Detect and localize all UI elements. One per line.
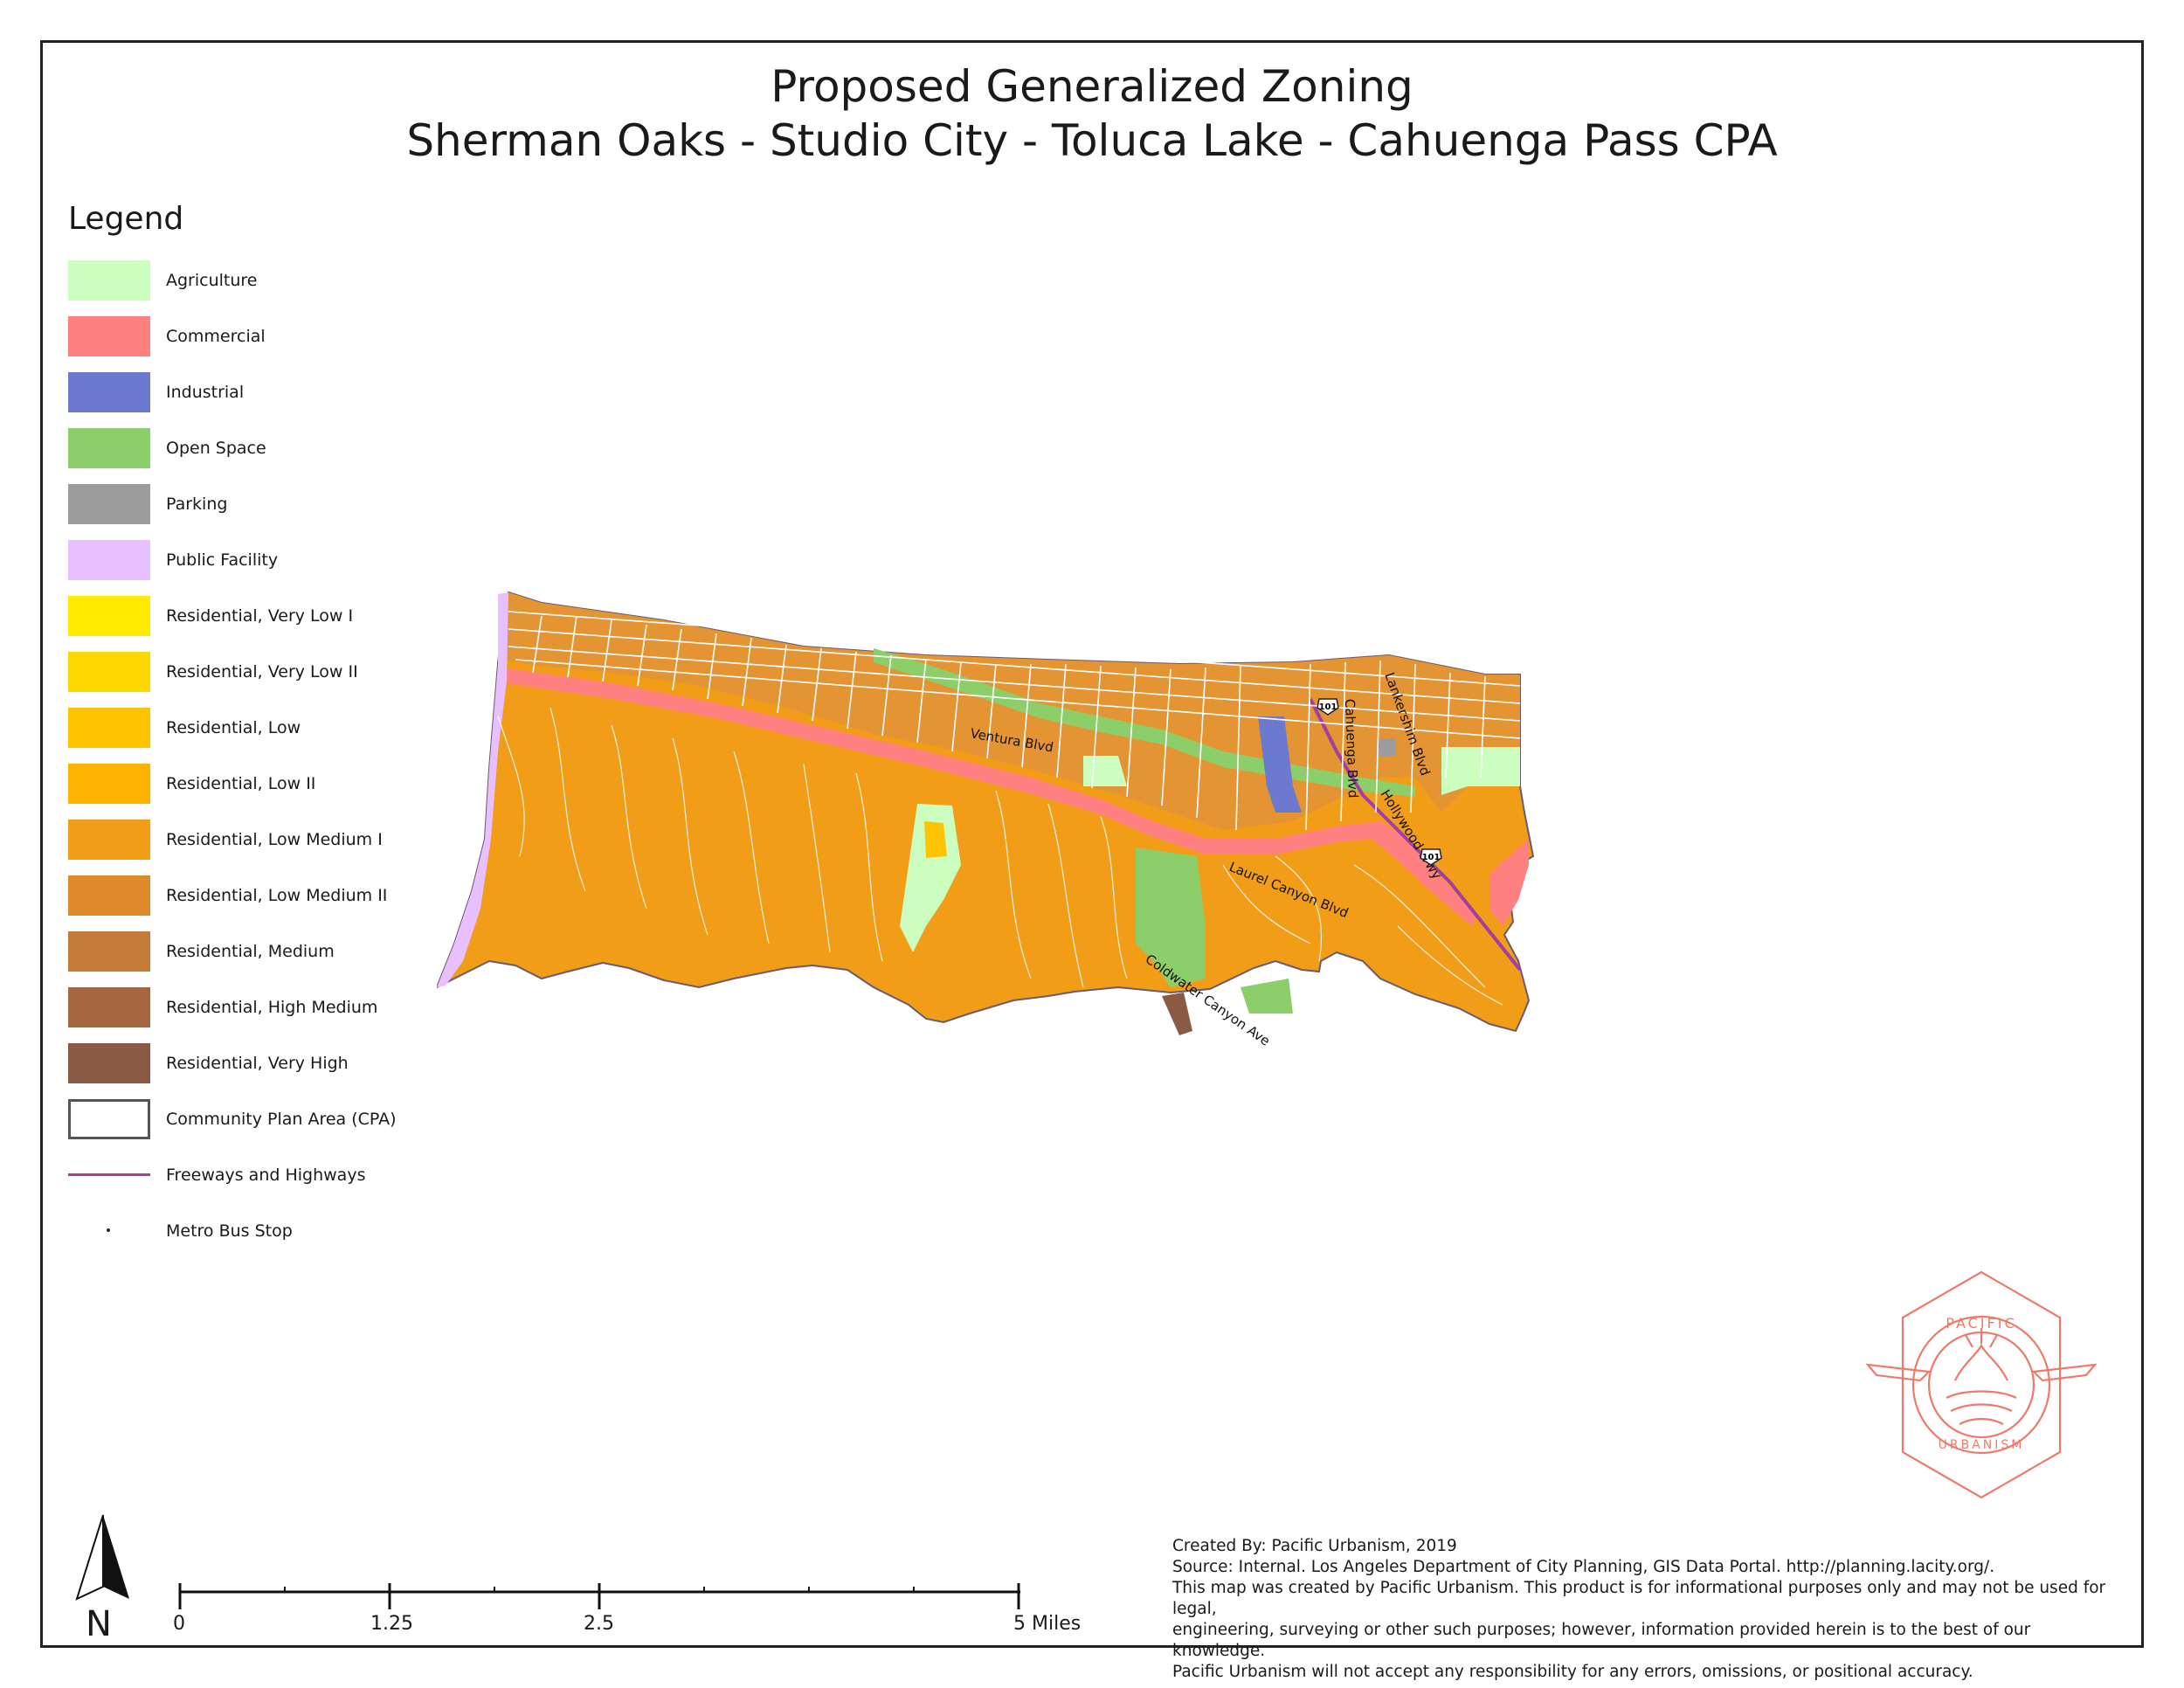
legend-item-res-low-2: Residential, Low II	[68, 764, 592, 806]
legend-item-agriculture: Agriculture	[68, 260, 592, 302]
pacific-urbanism-logo: PACIFIC URBANISM	[1865, 1270, 2098, 1499]
legend-item-industrial: Industrial	[68, 372, 592, 414]
freeway-101	[1309, 698, 1522, 972]
map-frame	[40, 40, 2144, 1648]
legend-swatch	[68, 1043, 150, 1083]
shield-101-south-icon: 101	[1420, 848, 1442, 866]
legend-label: Metro Bus Stop	[166, 1221, 293, 1241]
legend-label: Public Facility	[166, 550, 279, 570]
legend-label: Commercial	[166, 327, 266, 346]
zone-open-space-south	[1241, 979, 1293, 1013]
zone-industrial	[1258, 716, 1302, 813]
legend-label: Residential, Low Medium I	[166, 830, 383, 849]
zone-agriculture-west	[900, 804, 961, 952]
legend-item-commercial: Commercial	[68, 316, 592, 358]
legend-label: Residential, Low Medium II	[166, 886, 388, 905]
credits-disclaimer-3: Pacific Urbanism will not accept any res…	[1172, 1663, 1973, 1681]
legend-item-res-low-medium-1: Residential, Low Medium I	[68, 820, 592, 861]
legend-label: Parking	[166, 495, 228, 514]
legend-swatch	[68, 372, 150, 412]
zone-commercial-east	[1489, 839, 1529, 926]
legend-item-open-space: Open Space	[68, 428, 592, 470]
legend-label: Residential, Very Low I	[166, 606, 354, 626]
legend-swatch	[68, 484, 150, 524]
zone-open-space-central	[1136, 847, 1206, 987]
legend-label: Residential, Low II	[166, 774, 316, 793]
legend-label: Residential, Medium	[166, 942, 335, 961]
legend-label: Agriculture	[166, 271, 258, 290]
legend-item-res-very-high: Residential, Very High	[68, 1043, 592, 1085]
legend-label: Freeways and Highways	[166, 1166, 366, 1185]
legend-item-public-facility: Public Facility	[68, 540, 592, 582]
bus-stop-icon	[107, 1228, 110, 1232]
legend-swatch	[68, 428, 150, 468]
legend-heading: Legend	[68, 201, 184, 237]
legend-item-res-high-medium: Residential, High Medium	[68, 987, 592, 1029]
logo-bottom-text: URBANISM	[1939, 1438, 2025, 1452]
shield-101-south-label: 101	[1422, 853, 1441, 862]
credits-source: Source: Internal. Los Angeles Department…	[1172, 1558, 1995, 1576]
legend-swatch	[68, 652, 150, 692]
legend-item-freeways: Freeways and Highways	[68, 1155, 592, 1197]
credits-disclaimer-2: engineering, surveying or other such pur…	[1172, 1621, 2031, 1660]
scale-label-2: 2.5	[584, 1613, 614, 1635]
zone-parking	[1379, 738, 1396, 756]
legend-item-cpa: Community Plan Area (CPA)	[68, 1099, 592, 1141]
credits-block: Created By: Pacific Urbanism, 2019 Sourc…	[1172, 1536, 2116, 1683]
legend-label: Open Space	[166, 439, 266, 458]
zoning-map[interactable]: Ventura Blvd Laurel Canyon Blvd Coldwate…	[437, 577, 1747, 1118]
zone-res-very-high	[1162, 993, 1192, 1035]
street-grid	[508, 611, 1521, 831]
legend-item-res-low: Residential, Low	[68, 708, 592, 750]
label-cahuenga-blvd: Cahuenga Blvd	[1342, 699, 1361, 799]
legend-swatch	[68, 540, 150, 580]
credits-disclaimer-1: This map was created by Pacific Urbanism…	[1172, 1579, 2106, 1618]
legend-label: Residential, Low	[166, 718, 301, 737]
legend-swatch	[68, 260, 150, 301]
north-arrow-icon	[75, 1514, 129, 1601]
shield-101-north-icon: 101	[1317, 698, 1339, 716]
legend-item-parking: Parking	[68, 484, 592, 526]
legend-label: Residential, Very High	[166, 1054, 349, 1073]
map-subtitle: Sherman Oaks - Studio City - Toluca Lake…	[406, 115, 1778, 166]
scale-label-0: 0	[173, 1613, 185, 1635]
legend-swatch-line	[68, 1173, 150, 1176]
map-title: Proposed Generalized Zoning	[771, 61, 1413, 112]
legend-item-bus-stop: Metro Bus Stop	[68, 1211, 592, 1253]
legend-swatch	[68, 875, 150, 916]
zone-res-low	[924, 821, 947, 858]
north-label: N	[86, 1604, 112, 1644]
zone-public-facility-west	[437, 592, 508, 987]
legend-swatch	[68, 820, 150, 860]
legend-swatch	[68, 931, 150, 972]
legend-swatch	[68, 596, 150, 636]
legend-label: Residential, High Medium	[166, 998, 378, 1017]
logo-top-text: PACIFIC	[1946, 1315, 2016, 1332]
hillside-streets	[497, 707, 1503, 1006]
legend-swatch	[68, 316, 150, 356]
zone-la-river	[874, 648, 1415, 797]
credits-created: Created By: Pacific Urbanism, 2019	[1172, 1537, 1457, 1555]
scale-bar	[178, 1583, 1020, 1609]
scale-label-3: 5 Miles	[1013, 1613, 1082, 1635]
shield-101-north-label: 101	[1319, 702, 1337, 712]
legend-label: Industrial	[166, 383, 245, 402]
legend-swatch	[68, 987, 150, 1027]
scale-label-1: 1.25	[370, 1613, 413, 1635]
legend-swatch	[68, 764, 150, 804]
legend-item-res-very-low-2: Residential, Very Low II	[68, 652, 592, 694]
legend-swatch	[68, 1099, 150, 1139]
legend-item-res-medium: Residential, Medium	[68, 931, 592, 973]
legend-swatch	[68, 708, 150, 748]
legend-label: Residential, Very Low II	[166, 662, 358, 681]
legend-item-res-low-medium-2: Residential, Low Medium II	[68, 875, 592, 917]
legend-label: Community Plan Area (CPA)	[166, 1110, 397, 1129]
zone-ventura-commercial	[507, 668, 1476, 926]
legend-item-res-very-low-1: Residential, Very Low I	[68, 596, 592, 638]
